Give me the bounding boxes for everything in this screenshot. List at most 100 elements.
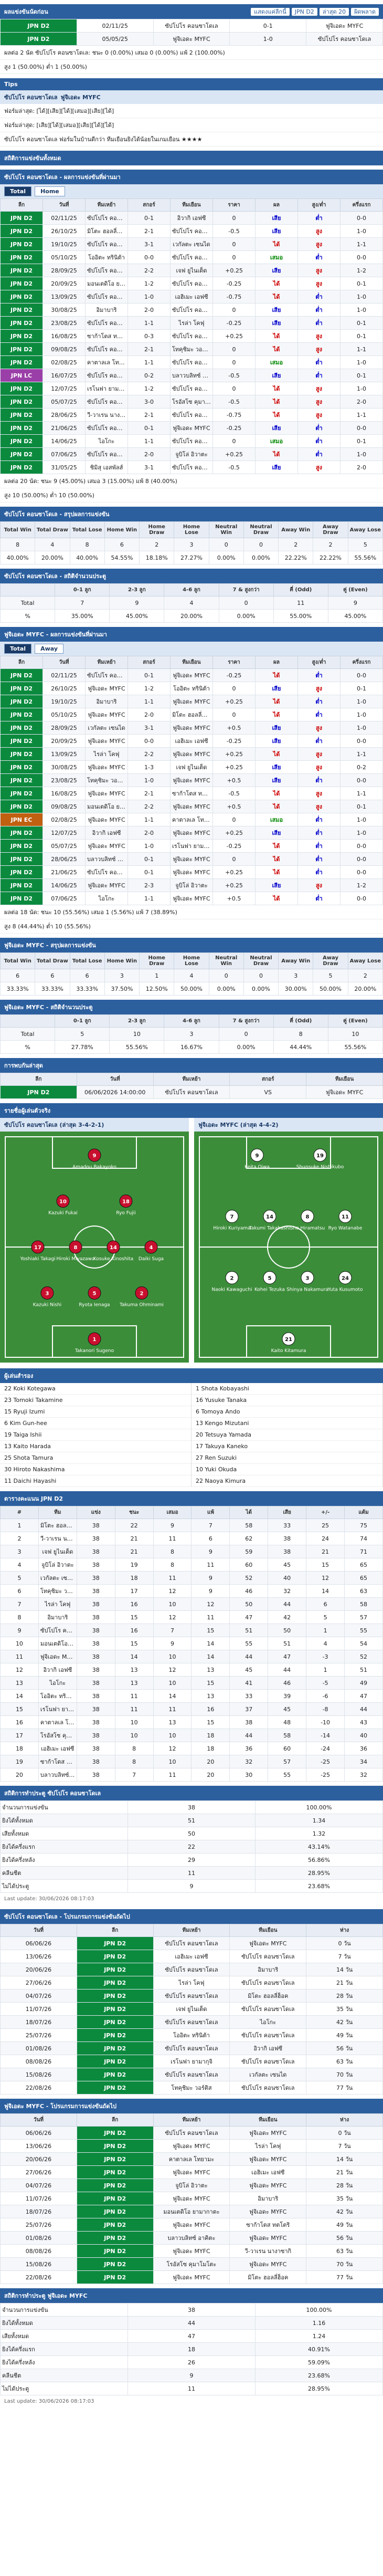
table-cell: ได้: [255, 839, 298, 853]
table-cell: 0 วัน: [306, 1936, 383, 1950]
table-cell: 9: [327, 596, 383, 610]
player-number: 3: [46, 1291, 49, 1297]
table-cell: 20/06/26: [0, 1963, 77, 1976]
table-cell: อิวากิ เอฟซี: [170, 211, 213, 225]
table-cell: JPN D2: [0, 237, 43, 251]
table-cell: 44: [268, 1663, 307, 1677]
tab[interactable]: Away: [35, 644, 63, 654]
tab[interactable]: Home: [35, 186, 65, 196]
table-cell: 7 วัน: [306, 1950, 383, 1963]
table-cell: 0-1: [340, 434, 383, 448]
table-cell: 44: [229, 1729, 269, 1742]
table-cell: ฟูจิเอดะ MYFC: [229, 2152, 307, 2166]
table-cell: JPN D2: [0, 355, 43, 369]
stat-row: คลีนชีต 9 23.68%: [0, 2369, 383, 2382]
tip-line: ฟอร์มล่าสุด: [เสีย][ได้][เสมอ][เสีย][ได้…: [0, 118, 383, 132]
table-cell: ซัปโปโร คอนซาโดเล: [153, 19, 230, 33]
table-cell: สูง: [297, 408, 341, 422]
table-cell: 8: [153, 1545, 192, 1558]
table-cell: 27/06/26: [0, 2165, 77, 2179]
table-cell: 71: [344, 1545, 383, 1558]
table-cell: 60: [268, 1742, 307, 1755]
table-row: 15/08/26 JPN D2 ซัปโปโร คอนซาโดเล เวกัลตะ เ…: [0, 2068, 383, 2081]
table-cell: 3-1: [127, 460, 171, 474]
stat-cell: ยิงได้ครึ่งแรก: [0, 2342, 128, 2356]
title: สถิติการแข่งขันทั้งหมด: [4, 155, 61, 162]
table-cell: 2-0: [127, 447, 171, 461]
filter[interactable]: ผิดพลาด: [351, 8, 379, 16]
table-cell: สูง: [297, 747, 341, 761]
table-cell: ฟูจิเอดะ MYFC: [153, 2244, 230, 2258]
filter[interactable]: JPN D2: [291, 8, 317, 16]
table-cell: 1-1: [127, 316, 171, 330]
table-cell: 8: [0, 1610, 39, 1624]
list-item: 25 Shota Tamura: [0, 1452, 191, 1464]
table-cell: 0-0: [127, 734, 171, 748]
table-cell: ฟูจิเอดะ MYFC: [85, 734, 128, 748]
table-cell: 0-2: [340, 760, 383, 774]
column-header: Away Draw: [313, 952, 348, 969]
tab[interactable]: Total: [4, 186, 32, 196]
table-cell: วี-วาเรน นางาซากิ: [229, 2244, 307, 2258]
table-cell: ฟูจิเอดะ MYFC: [229, 2179, 307, 2192]
table-cell: 3-1: [127, 721, 171, 735]
table-cell: ซัปโปโร คอนซาโดเล: [153, 2068, 230, 2081]
column-header: ลีก: [0, 1073, 77, 1086]
table-cell: 41: [229, 1676, 269, 1690]
table-cell: 02/11/25: [42, 211, 86, 225]
table-cell: ซัปโปโร คอนซาโดเล: [85, 865, 128, 879]
table-cell: บลาวบลิทซ์ อาคิตะ: [38, 1768, 77, 1782]
data-table: ลีก วันที่ ทีมเหย้า สกอร์ ทีมเยือน JPN D2 06/0…: [0, 1073, 383, 1099]
table-cell: JPN D2: [76, 1950, 154, 1963]
table-row: % 35.00% 45.00% 20.00% 0.00% 55.00% 45.00%: [0, 609, 383, 623]
table-cell: 21/06/25: [42, 865, 86, 879]
team-name: ฟูจิเอดะ MYFC: [60, 94, 101, 101]
table-cell: JPN D2: [76, 2002, 154, 2016]
table-row: 13/06/26 JPN D2 เอฮิเมะ เอฟซี ซัปโปโร คอนซา…: [0, 1950, 383, 1963]
table-cell: 1-0: [229, 32, 307, 46]
filter[interactable]: ล่าสุด 20: [319, 8, 349, 16]
pitches: ซัปโปโร คอนซาโดเล (ล่าสุด 3-4-2-1) 1 Takan…: [0, 1118, 383, 1364]
table-cell: เสีย: [255, 224, 298, 238]
table-cell: 0-0: [340, 421, 383, 435]
table-cell: 22: [114, 1519, 154, 1532]
player-name: Kazuki Nishi: [33, 1303, 61, 1308]
table-cell: เวกัลตะ เซนได: [170, 237, 213, 251]
table-cell: 0-1: [127, 865, 171, 879]
table-cell: 3: [164, 1027, 219, 1041]
list-column: 22 Koki Kotegawa 23 Tomoki Takamine 15 Ryu…: [0, 1383, 192, 1487]
table-cell: อิวากิ เอฟซี: [85, 826, 128, 840]
table-cell: 9: [153, 1519, 192, 1532]
player-number: 19: [316, 1153, 324, 1159]
tab[interactable]: Total: [4, 644, 32, 654]
table-cell: ได้: [255, 408, 298, 422]
header-row: ลีก วันที่ ทีมเหย้า สกอร์ ทีมเยือน: [0, 1073, 383, 1086]
table-cell: 45.00%: [109, 609, 165, 623]
table-cell: +0.25: [212, 760, 256, 774]
table-cell: 40: [268, 1571, 307, 1585]
table-cell: 28/09/25: [42, 264, 86, 277]
table-cell: สูง: [297, 264, 341, 277]
table-cell: ซัปโปโร คอนซาโดเล: [153, 2015, 230, 2029]
table-cell: 06/06/2026 14:00:00: [76, 1085, 154, 1099]
column-header: Total Win: [0, 521, 36, 538]
table-cell: JPN D2: [76, 2205, 154, 2218]
column-header: ครึ่งแรก: [340, 198, 383, 212]
stat-row: ยิงได้ครึ่งแรก 22 43.14%: [0, 1840, 383, 1854]
stat-cell: คลีนชีต: [0, 1866, 128, 1880]
table-cell: -25: [306, 1755, 345, 1768]
table-cell: 58: [268, 1729, 307, 1742]
tips-match: ซัปโปโร คอนซาโดเล ฟูจิเอดะ MYFC: [0, 90, 383, 104]
table-cell: 01/08/26: [0, 2231, 77, 2245]
filter[interactable]: แสดงแค่ลีกนี้: [251, 8, 290, 16]
section-title: ตารางคะแนน JPN D2: [4, 1495, 63, 1502]
player-marker: [338, 1271, 352, 1284]
table-cell: 1-0: [340, 695, 383, 708]
table-cell: JPN D2: [0, 760, 43, 774]
column-header: Neutral Draw: [243, 952, 279, 969]
table-cell: 1-1: [127, 892, 171, 905]
table-cell: 36: [344, 1742, 383, 1755]
table-cell: ไรล่า โคฟุ: [153, 1976, 230, 1989]
